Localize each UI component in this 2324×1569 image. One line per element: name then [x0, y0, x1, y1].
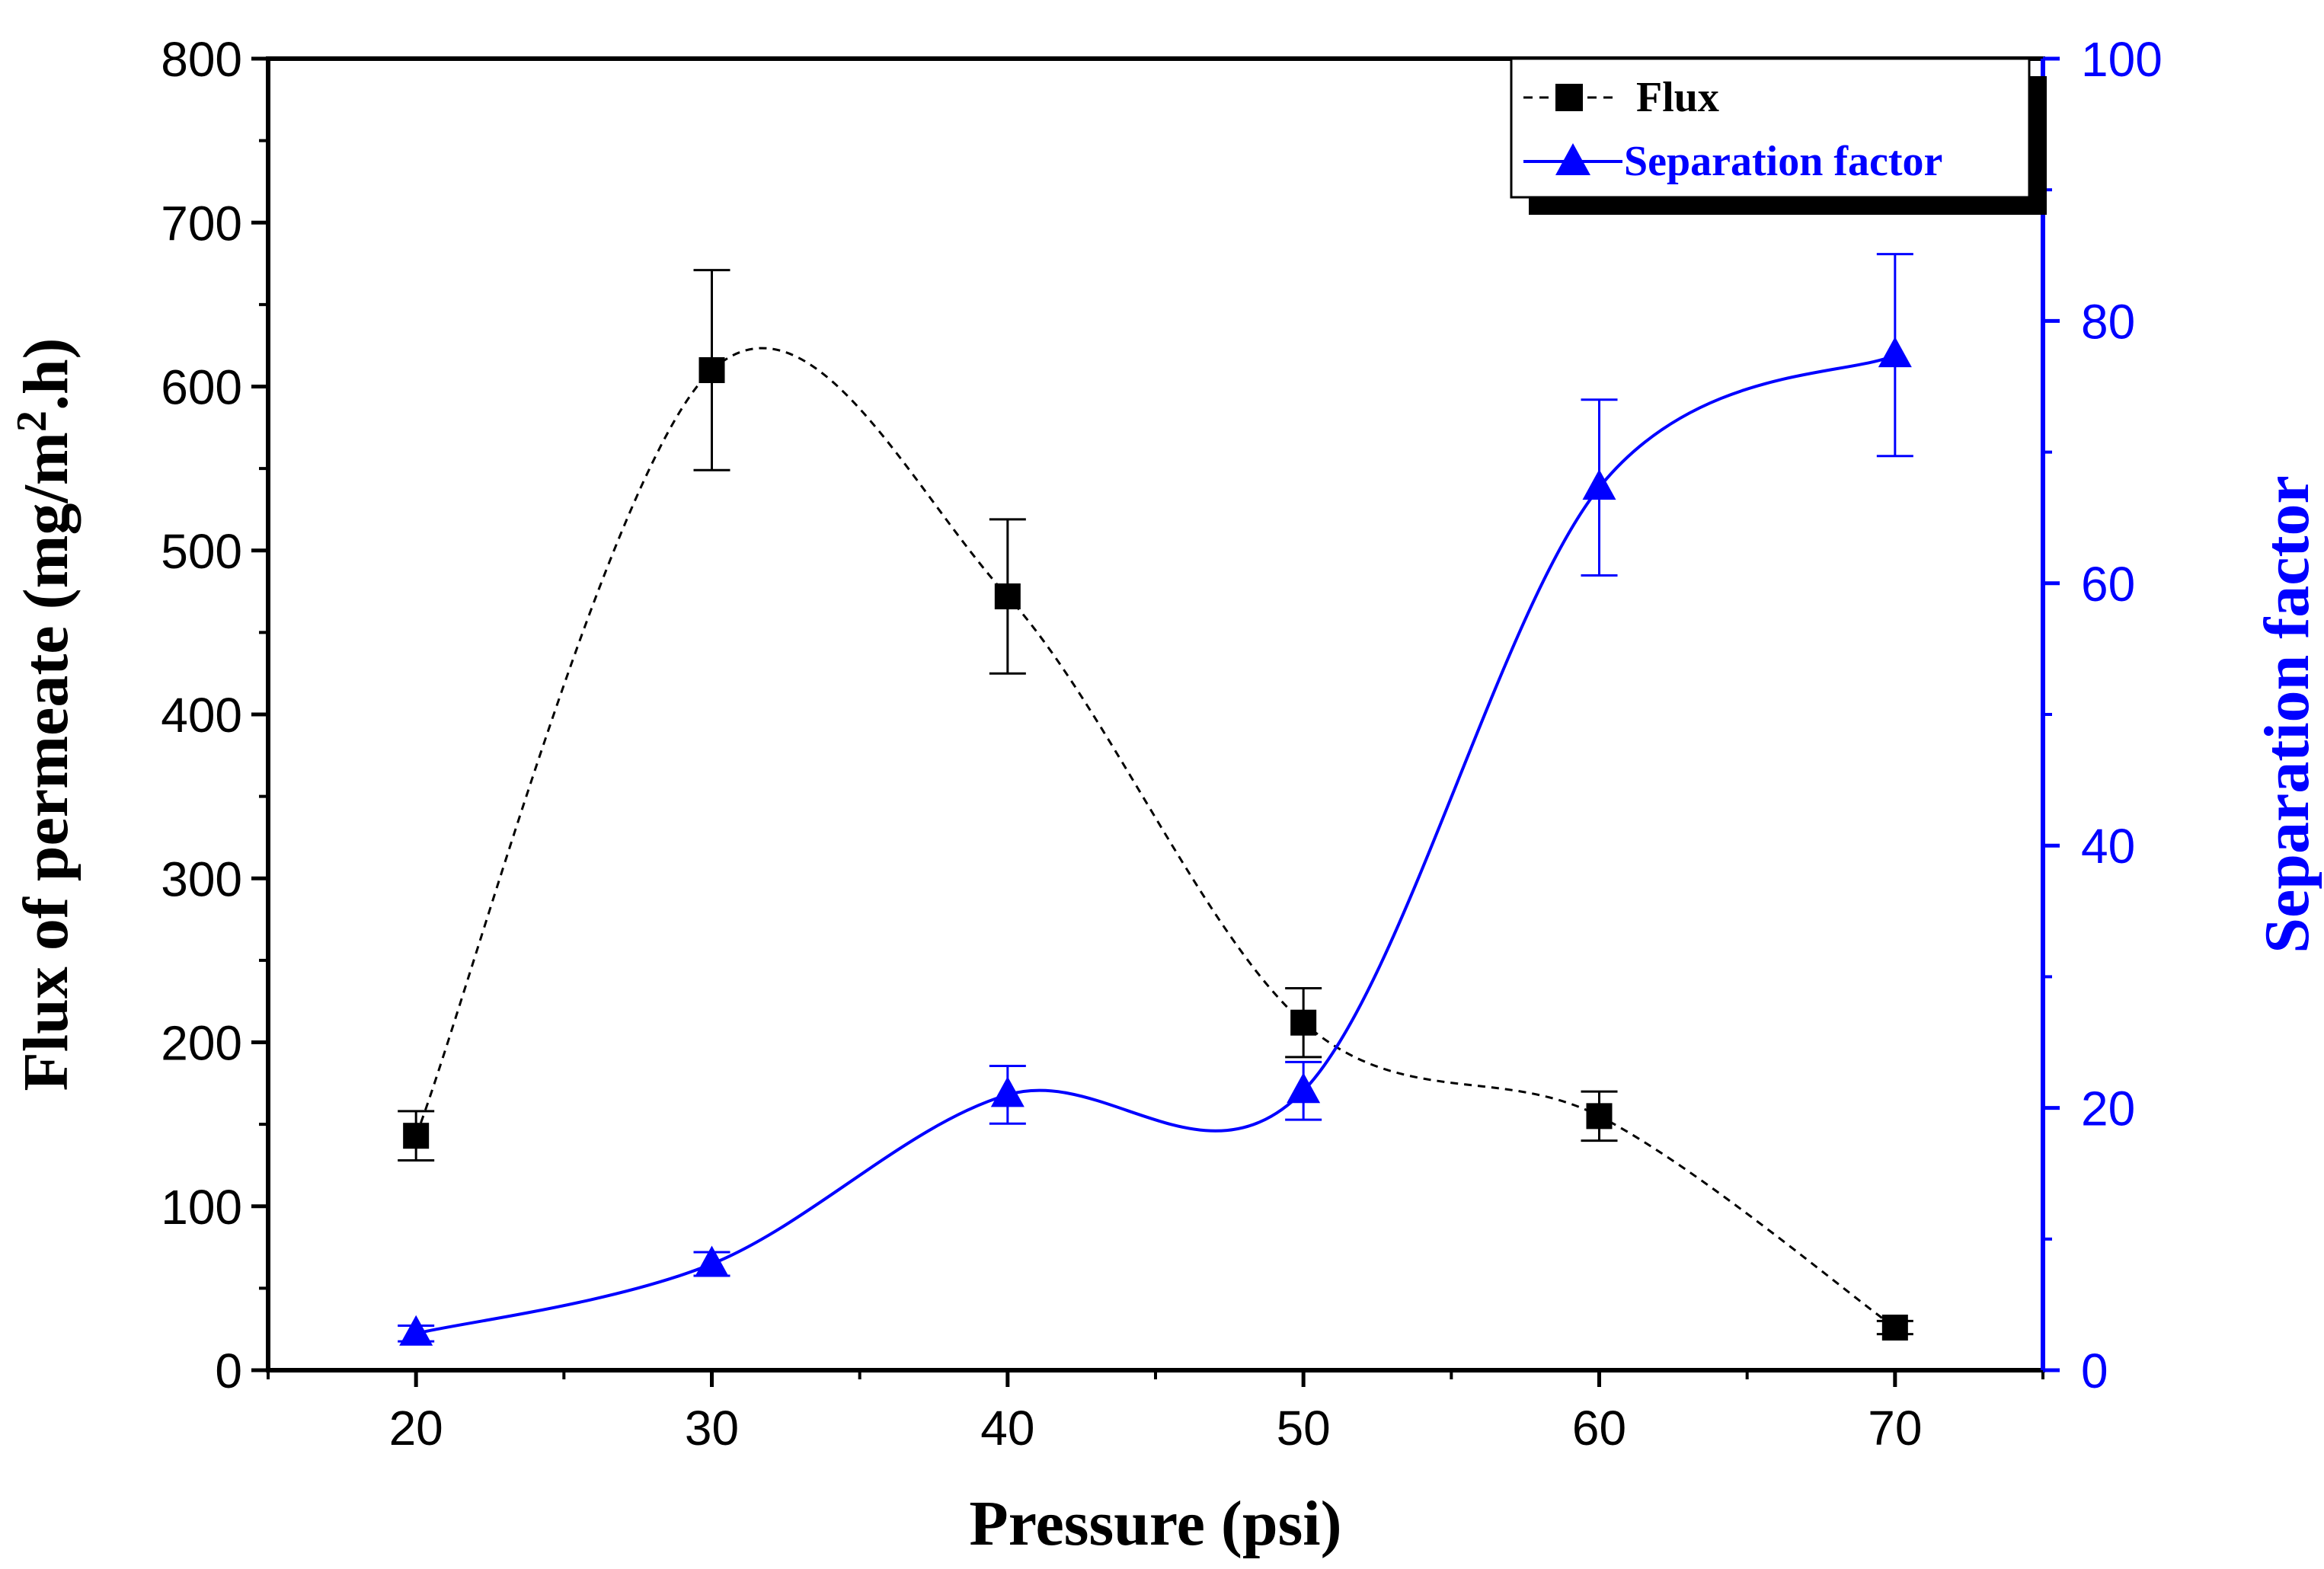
plot-frame — [266, 56, 2045, 1372]
legend-sep-label: Separation factor — [1624, 138, 1942, 185]
series-layer — [398, 253, 1913, 1346]
y-left-tick-label: 400 — [161, 688, 242, 743]
y-right-tick-label: 100 — [2081, 32, 2163, 87]
data-point-separation-factor — [399, 1315, 433, 1346]
x-tick-label: 30 — [685, 1401, 739, 1456]
y-right-tick-label: 80 — [2081, 294, 2135, 349]
x-tick-label: 50 — [1277, 1401, 1331, 1456]
y-axis-left-title-tail: .h) — [11, 337, 82, 411]
data-point-flux — [403, 1123, 430, 1149]
y-axis-right-title: Separation factor — [2252, 475, 2322, 954]
legend-box — [1510, 57, 2031, 199]
y-right-tick-label: 0 — [2081, 1344, 2108, 1398]
y-axis-left-title: Flux of permeate (mg/m2.h) — [8, 337, 82, 1091]
x-tick-label: 40 — [980, 1401, 1034, 1456]
series-line-flux — [414, 347, 1896, 1329]
y-right-tick-label: 20 — [2081, 1082, 2135, 1136]
data-point-flux — [1881, 1315, 1908, 1341]
data-point-separation-factor — [1582, 469, 1616, 500]
y-right-tick-label: 60 — [2081, 557, 2135, 612]
data-point-flux — [994, 583, 1021, 610]
y-left-tick-label: 200 — [161, 1016, 242, 1071]
legend: Flux Separation factor — [1510, 57, 2047, 215]
y-left-tick-label: 600 — [161, 360, 242, 415]
data-point-separation-factor — [1878, 337, 1912, 368]
data-point-separation-factor — [990, 1076, 1025, 1107]
y-left-tick-label: 800 — [161, 32, 242, 87]
legend-sep-marker — [1555, 143, 1590, 175]
x-axis-title: Pressure (psi) — [969, 1488, 1341, 1559]
y-axis-left-title-main: Flux of permeate (mg/m — [11, 432, 82, 1091]
data-point-flux — [1586, 1103, 1613, 1130]
legend-flux-marker — [1555, 84, 1583, 111]
y-left-tick-label: 300 — [161, 852, 242, 906]
x-tick-label: 60 — [1572, 1401, 1626, 1456]
data-point-flux — [1290, 1009, 1317, 1036]
x-tick-label: 20 — [389, 1401, 443, 1456]
y-left-tick-label: 100 — [161, 1180, 242, 1235]
y-axis-left-title-sup: 2 — [8, 411, 56, 432]
y-left-tick-label: 0 — [215, 1344, 242, 1398]
ticks-layer: 20 30 40 50 60 700100200300400500600700800020… — [161, 32, 2163, 1456]
legend-flux-label: Flux — [1636, 74, 1719, 121]
data-point-separation-factor — [695, 1245, 729, 1277]
y-left-tick-label: 500 — [161, 524, 242, 579]
series-line-separation-factor — [415, 353, 1896, 1335]
x-tick-label: 70 — [1868, 1401, 1922, 1456]
y-right-tick-label: 40 — [2081, 819, 2135, 874]
data-point-separation-factor — [1287, 1072, 1321, 1104]
y-left-tick-label: 700 — [161, 196, 242, 251]
data-point-flux — [698, 356, 725, 383]
